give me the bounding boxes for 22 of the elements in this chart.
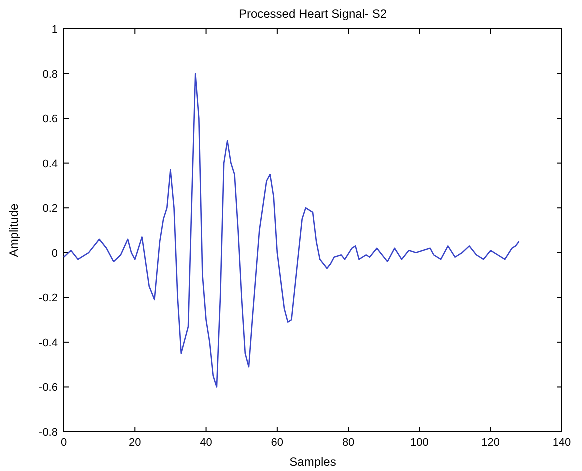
- y-tick-label: -0.6: [39, 382, 58, 394]
- y-tick-label: 0.2: [42, 203, 58, 216]
- y-tick-label: -0.8: [39, 427, 58, 439]
- chart-title: Processed Heart Signal- S2: [238, 7, 388, 21]
- x-tick-label: 120: [482, 437, 500, 449]
- x-tick-label: 0: [60, 437, 68, 449]
- x-tick-label: 40: [200, 437, 212, 449]
- y-tick-label: -0.2: [39, 292, 58, 305]
- x-axis-title: Samples: [290, 455, 336, 469]
- y-tick-label: 1: [52, 24, 58, 36]
- y-tick-label: -0.4: [39, 337, 58, 350]
- y-tick-label: 0.8: [42, 68, 58, 81]
- y-tick-label: 0: [52, 248, 58, 260]
- x-tick-label: 100: [410, 437, 429, 449]
- x-tick-label: 60: [271, 437, 284, 449]
- y-tick-label: 0.4: [42, 158, 58, 170]
- x-tick-label: 140: [552, 437, 572, 449]
- x-tick-label: 80: [342, 437, 355, 449]
- line-series: [63, 73, 520, 388]
- y-tick-label: 0.6: [42, 114, 58, 126]
- x-tick-label: 20: [129, 437, 142, 449]
- y-axis-title: Amplitude: [7, 204, 21, 258]
